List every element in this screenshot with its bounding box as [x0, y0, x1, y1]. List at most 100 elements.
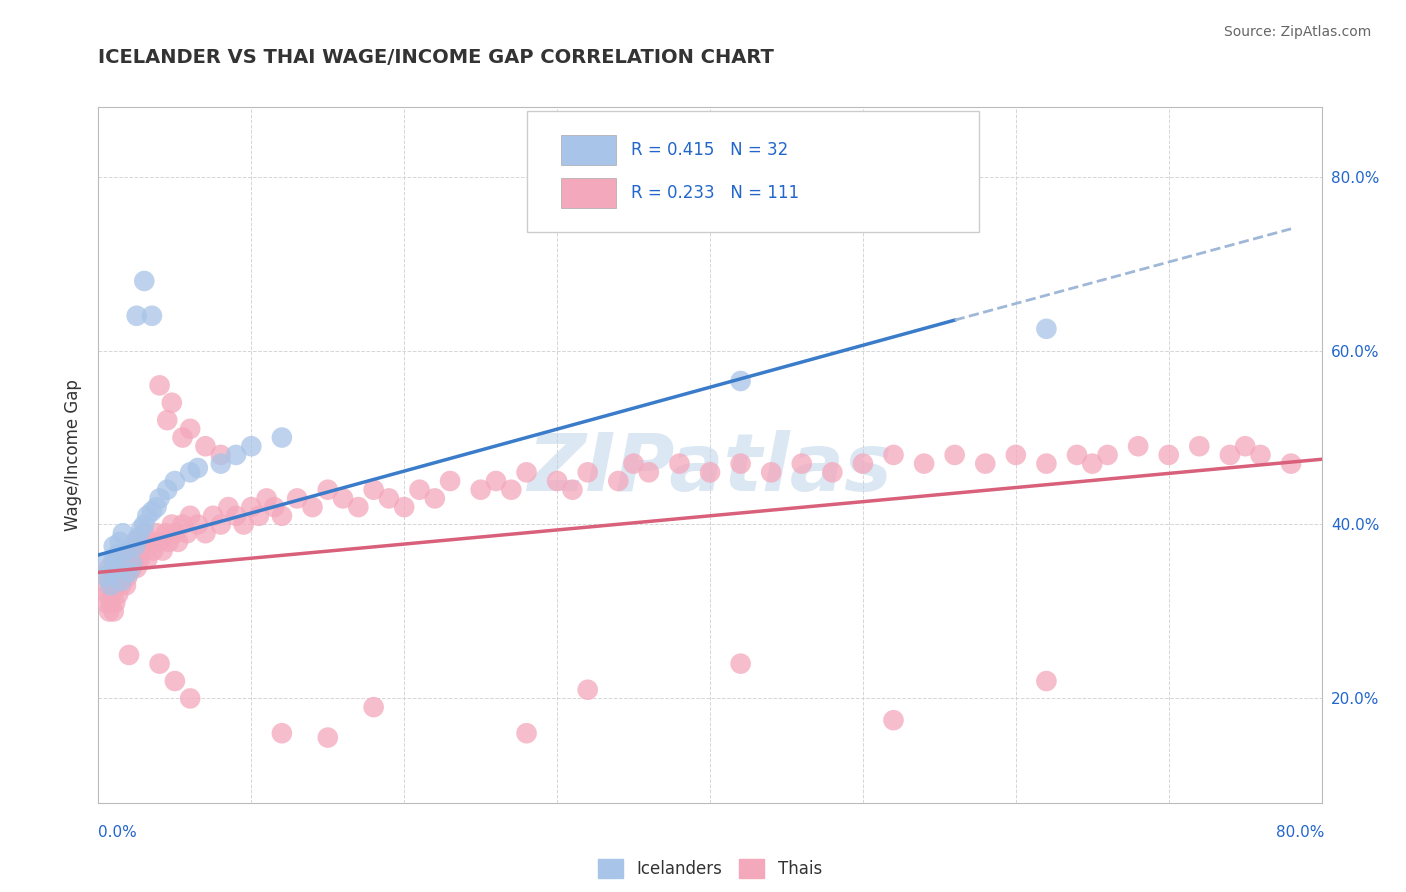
Point: [730, 657, 752, 671]
Point: [225, 508, 247, 523]
Point: [1035, 674, 1057, 689]
Point: [883, 448, 905, 462]
Point: [285, 491, 308, 506]
Point: [160, 517, 183, 532]
Point: [179, 422, 201, 436]
Point: [111, 552, 134, 566]
Point: [115, 578, 138, 592]
Point: [240, 500, 263, 514]
Point: [105, 561, 128, 575]
Point: [202, 508, 225, 523]
Point: [103, 561, 125, 575]
Point: [821, 466, 844, 480]
Point: [1004, 448, 1026, 462]
Point: [270, 726, 292, 740]
Point: [607, 474, 630, 488]
Point: [152, 543, 174, 558]
Point: [179, 508, 201, 523]
Point: [134, 543, 156, 558]
Point: [163, 674, 186, 689]
Point: [134, 526, 156, 541]
Point: [883, 713, 905, 727]
Point: [155, 526, 177, 541]
Point: [136, 508, 159, 523]
Point: [1219, 448, 1241, 462]
FancyBboxPatch shape: [526, 111, 979, 232]
Point: [101, 587, 124, 601]
Point: [623, 457, 645, 471]
Point: [209, 448, 232, 462]
Point: [179, 466, 201, 480]
Point: [125, 561, 148, 575]
Point: [730, 457, 752, 471]
Point: [576, 682, 599, 697]
Point: [516, 466, 538, 480]
Point: [103, 605, 125, 619]
Point: [852, 457, 875, 471]
Point: [110, 574, 132, 588]
Point: [160, 395, 183, 409]
Point: [149, 491, 172, 506]
Text: ZIPatlas: ZIPatlas: [527, 430, 893, 508]
Point: [127, 543, 149, 558]
Point: [378, 491, 401, 506]
Text: 80.0%: 80.0%: [1277, 825, 1324, 839]
Point: [163, 526, 186, 541]
Point: [1157, 448, 1180, 462]
FancyBboxPatch shape: [561, 135, 616, 165]
Point: [97, 570, 120, 584]
Point: [118, 648, 141, 662]
Point: [104, 596, 127, 610]
Point: [167, 534, 190, 549]
Point: [139, 534, 162, 549]
Point: [98, 605, 121, 619]
Point: [363, 700, 385, 714]
Point: [125, 309, 148, 323]
Point: [439, 474, 461, 488]
Text: ICELANDER VS THAI WAGE/INCOME GAP CORRELATION CHART: ICELANDER VS THAI WAGE/INCOME GAP CORREL…: [98, 48, 775, 68]
Point: [105, 578, 128, 592]
Point: [172, 517, 194, 532]
Point: [110, 578, 132, 592]
Point: [111, 570, 134, 584]
Point: [100, 566, 122, 580]
Point: [121, 557, 143, 571]
Point: [94, 557, 117, 571]
Point: [194, 526, 217, 541]
Point: [423, 491, 446, 506]
Point: [142, 543, 165, 558]
Point: [128, 552, 150, 566]
Point: [561, 483, 583, 497]
Point: [576, 466, 599, 480]
Point: [1035, 457, 1057, 471]
Point: [546, 474, 568, 488]
Point: [149, 534, 172, 549]
Text: R = 0.233   N = 111: R = 0.233 N = 111: [630, 184, 799, 202]
Point: [101, 570, 124, 584]
Point: [97, 587, 120, 601]
Point: [94, 578, 117, 592]
Point: [103, 539, 125, 553]
Point: [127, 531, 149, 545]
Point: [209, 457, 232, 471]
Point: [100, 596, 122, 610]
Point: [94, 570, 117, 584]
Point: [145, 500, 167, 514]
Point: [240, 439, 263, 453]
Point: [790, 457, 813, 471]
Point: [108, 552, 131, 566]
Point: [100, 578, 122, 592]
Point: [163, 474, 186, 488]
Point: [194, 439, 217, 453]
Point: [668, 457, 690, 471]
Point: [111, 526, 134, 541]
Legend: Icelanders, Thais: Icelanders, Thais: [592, 853, 828, 885]
Point: [347, 500, 370, 514]
Point: [149, 657, 172, 671]
Point: [225, 448, 247, 462]
Point: [121, 543, 143, 558]
Point: [115, 552, 138, 566]
Point: [103, 578, 125, 592]
Point: [1097, 448, 1119, 462]
Point: [117, 570, 139, 584]
